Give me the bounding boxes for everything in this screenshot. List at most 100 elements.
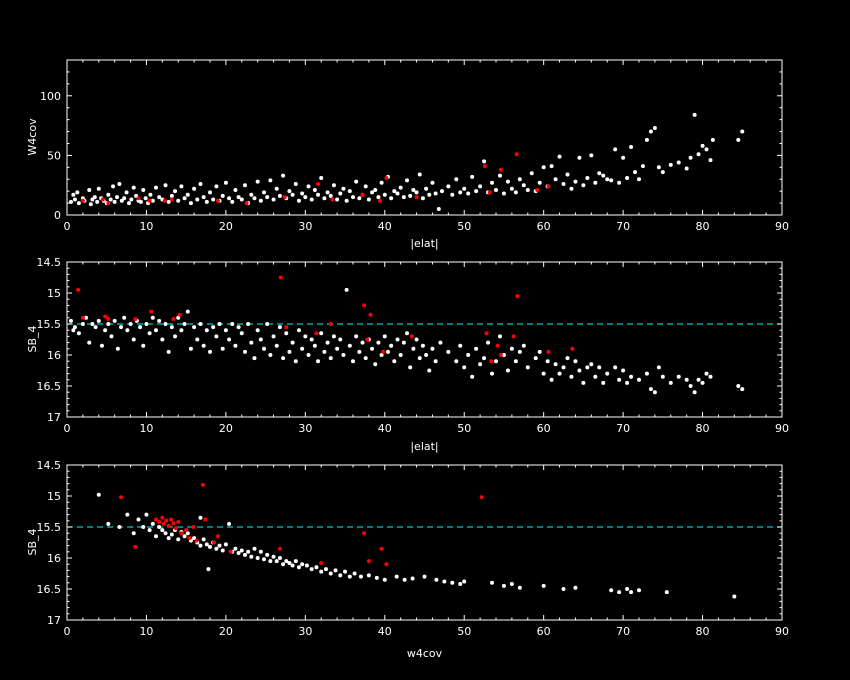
white-data-point: [309, 197, 314, 202]
white-data-point: [601, 380, 606, 385]
white-data-point: [696, 152, 701, 157]
white-data-point: [72, 197, 77, 202]
white-data-point: [131, 337, 136, 342]
red-data-point: [80, 315, 85, 320]
x-tick-label: 80: [696, 220, 710, 233]
white-data-point: [410, 576, 415, 581]
white-data-point: [87, 187, 92, 192]
white-data-point: [95, 199, 100, 204]
white-data-point: [236, 195, 241, 200]
white-data-point: [331, 183, 336, 188]
red-data-point: [211, 540, 216, 545]
white-data-point: [160, 528, 165, 533]
red-data-point: [514, 152, 519, 157]
white-data-point: [277, 193, 282, 198]
white-data-point: [394, 574, 399, 579]
white-data-point: [433, 359, 438, 364]
white-data-point: [214, 184, 219, 189]
red-data-point: [414, 195, 419, 200]
red-data-point: [498, 353, 503, 357]
white-data-point: [553, 177, 558, 182]
red-data-point: [171, 317, 176, 322]
white-data-point: [239, 197, 244, 202]
x-tick-label: 0: [64, 422, 71, 435]
white-data-point: [740, 387, 745, 392]
y-tick-label: 14.5: [37, 459, 62, 472]
red-data-point: [103, 314, 108, 319]
white-data-point: [93, 325, 98, 330]
white-data-point: [700, 380, 705, 385]
white-data-point: [223, 180, 228, 185]
white-data-point: [430, 180, 435, 185]
white-data-point: [736, 137, 741, 142]
white-data-point: [312, 343, 317, 348]
white-data-point: [343, 569, 348, 574]
white-data-point: [68, 199, 73, 204]
white-data-point: [601, 173, 606, 178]
white-data-point: [668, 380, 673, 385]
white-data-point: [589, 153, 594, 158]
white-data-point: [357, 349, 362, 354]
y-tick-label: 16.5: [37, 380, 62, 393]
red-data-point: [314, 331, 319, 336]
white-data-point: [434, 577, 439, 582]
white-data-point: [304, 563, 309, 568]
white-data-point: [338, 191, 343, 196]
white-data-point: [462, 365, 467, 370]
white-data-point: [290, 340, 295, 345]
white-data-point: [255, 179, 260, 184]
white-data-point: [692, 390, 697, 395]
white-data-point: [389, 196, 394, 201]
white-data-point: [119, 325, 124, 330]
red-data-point: [171, 521, 176, 526]
white-data-point: [323, 567, 328, 572]
white-data-point: [363, 184, 368, 189]
x-axis-label: |elat|: [410, 237, 438, 250]
white-data-point: [577, 155, 582, 160]
white-data-point: [609, 178, 614, 183]
white-data-point: [621, 155, 626, 160]
white-data-point: [335, 197, 340, 202]
white-data-point: [71, 328, 76, 333]
white-data-point: [88, 202, 93, 207]
white-data-point: [374, 575, 379, 580]
white-data-point: [684, 377, 689, 382]
white-data-point: [303, 195, 308, 200]
white-data-point: [290, 192, 295, 197]
x-tick-label: 20: [219, 220, 233, 233]
x-tick-label: 30: [298, 625, 312, 638]
white-data-point: [265, 552, 270, 557]
white-data-point: [138, 325, 143, 330]
red-data-point: [381, 349, 386, 354]
white-data-point: [296, 198, 301, 203]
white-data-point: [208, 544, 212, 549]
white-data-point: [648, 387, 653, 392]
plot-frame: [66, 464, 783, 621]
white-data-point: [688, 155, 693, 160]
white-data-point: [115, 195, 120, 200]
white-data-point: [637, 588, 641, 593]
white-data-point: [482, 159, 487, 164]
white-data-point: [549, 164, 554, 169]
white-data-point: [185, 531, 190, 536]
white-data-point: [242, 349, 247, 354]
panel-elat-vs-sb4: SB_4 |elat| 0 10 20 30 40 50 60 70 80 90 14.5 15 15.…: [26, 256, 789, 453]
white-data-point: [466, 191, 471, 196]
white-data-point: [450, 192, 455, 197]
y-tick-label: 17: [47, 411, 61, 424]
white-data-point: [300, 346, 305, 351]
white-data-point: [96, 318, 101, 323]
white-data-point: [577, 368, 582, 373]
white-data-point: [230, 322, 235, 326]
white-data-point: [549, 377, 554, 382]
white-data-point: [537, 180, 542, 185]
red-data-point: [244, 201, 249, 206]
red-data-point: [157, 520, 162, 525]
white-data-point: [450, 580, 455, 585]
white-data-point: [656, 165, 661, 170]
white-data-point: [309, 337, 314, 342]
white-data-point: [351, 359, 355, 364]
axis-ticks: 0 10 20 30 40 50 60 70 80 90 0 50 100: [40, 59, 789, 233]
white-data-point: [249, 192, 254, 197]
white-data-point: [249, 340, 254, 345]
